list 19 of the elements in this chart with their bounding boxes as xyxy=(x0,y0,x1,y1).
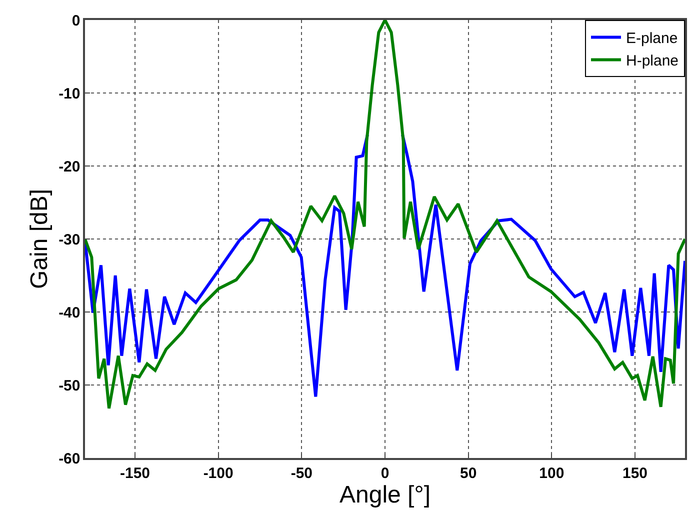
x-tick-label: 0 xyxy=(380,464,390,482)
x-tick-label: -100 xyxy=(203,464,234,482)
legend-label: H-plane xyxy=(626,52,679,70)
x-tick-label: -50 xyxy=(290,464,313,482)
y-tick-label: 0 xyxy=(72,12,80,30)
x-tick-label: 150 xyxy=(622,464,648,482)
x-tick-label: 50 xyxy=(460,464,477,482)
y-tick-label: -10 xyxy=(58,85,80,102)
y-tick-label: -20 xyxy=(58,158,80,176)
y-tick-label: -30 xyxy=(58,231,80,248)
y-tick-label: -60 xyxy=(58,450,80,468)
x-tick-label: 100 xyxy=(539,464,564,482)
y-tick-label: -40 xyxy=(58,304,80,322)
legend-label: E-plane xyxy=(626,30,678,48)
y-tick-label: -50 xyxy=(58,377,80,394)
x-tick-label: -150 xyxy=(120,464,150,482)
line-series xyxy=(85,20,685,410)
y-axis-title: Gain [dB] xyxy=(26,188,54,290)
x-axis-title: Angle [°] xyxy=(340,482,430,509)
